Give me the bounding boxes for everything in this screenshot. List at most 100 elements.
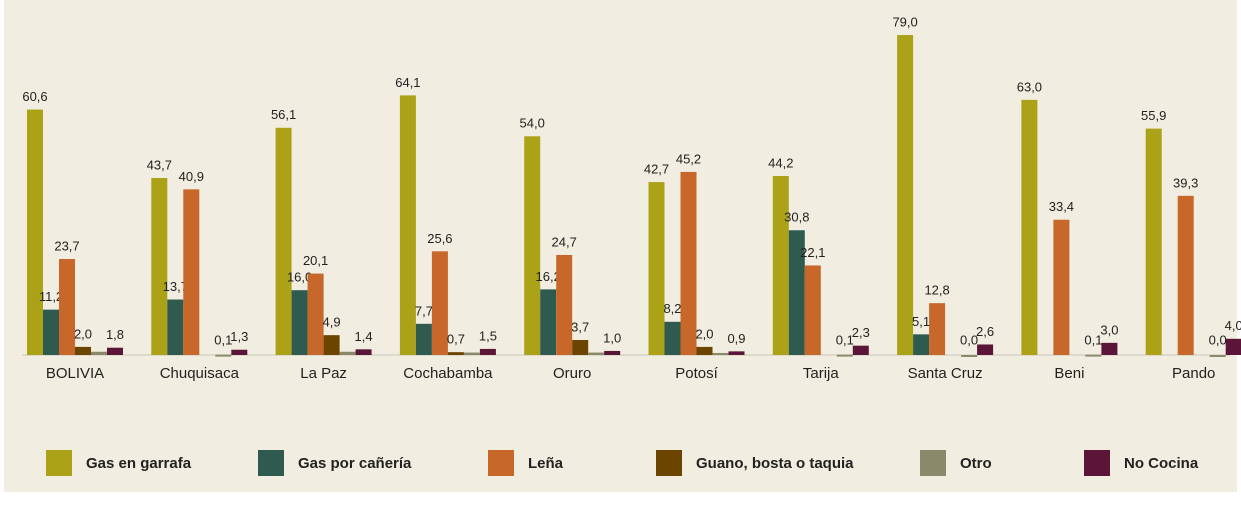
data-label: 2,0	[74, 326, 92, 341]
x-tick-label: Beni	[1054, 365, 1084, 382]
data-label: 0,1	[1084, 332, 1102, 347]
x-tick-label: Chuquisaca	[160, 365, 240, 382]
data-label: 33,4	[1049, 199, 1074, 214]
bar	[604, 350, 621, 355]
bar	[540, 289, 557, 355]
bar	[852, 345, 869, 355]
data-label: 1,4	[355, 329, 373, 344]
bar	[1225, 338, 1241, 355]
bar	[1085, 354, 1102, 357]
data-label: 2,0	[695, 326, 713, 341]
bar	[977, 344, 994, 355]
bar	[291, 290, 308, 355]
x-tick-label: Santa Cruz	[908, 365, 983, 382]
x-tick-label: Pando	[1172, 365, 1215, 382]
bar	[680, 171, 697, 355]
bar	[215, 354, 232, 357]
data-label: 0,1	[214, 332, 232, 347]
legend-swatch	[46, 450, 72, 476]
legend-label: Otro	[960, 455, 992, 472]
data-label: 43,7	[147, 157, 172, 172]
bar	[399, 95, 416, 356]
data-label: 0,0	[1209, 332, 1227, 347]
data-label: 20,1	[303, 253, 328, 268]
bar	[712, 352, 729, 355]
data-label: 13,7	[163, 279, 188, 294]
legend-label: No Cocina	[1124, 455, 1199, 472]
bar	[836, 354, 853, 357]
bar	[648, 182, 665, 355]
bar	[772, 175, 789, 355]
data-label: 40,9	[179, 169, 204, 184]
data-label: 39,3	[1173, 175, 1198, 190]
legend-swatch	[258, 450, 284, 476]
data-label: 7,7	[415, 303, 433, 318]
bar	[524, 136, 541, 355]
data-label: 1,8	[106, 327, 124, 342]
bar	[913, 334, 930, 355]
data-label: 0,1	[836, 332, 854, 347]
bar	[307, 273, 324, 355]
bar	[479, 348, 496, 355]
data-label: 2,6	[976, 324, 994, 339]
bar	[447, 352, 464, 355]
data-label: 44,2	[768, 155, 793, 170]
bar	[167, 299, 184, 355]
bar	[788, 230, 805, 355]
data-label: 16,2	[536, 269, 561, 284]
data-label: 3,7	[571, 319, 589, 334]
bar	[107, 347, 123, 355]
x-tick-label: Potosí	[675, 365, 718, 382]
bar	[1177, 195, 1194, 355]
bar	[929, 303, 946, 355]
data-label: 24,7	[552, 234, 577, 249]
bar	[897, 35, 914, 356]
data-label: 1,0	[603, 330, 621, 345]
data-label: 1,3	[230, 329, 248, 344]
bar	[75, 346, 91, 355]
data-label: 4,0	[1225, 318, 1241, 333]
bar	[415, 323, 432, 355]
data-label: 8,2	[663, 301, 681, 316]
data-label: 11,2	[39, 289, 63, 304]
data-label: 0,0	[960, 332, 978, 347]
x-tick-label: La Paz	[300, 365, 347, 382]
x-tick-label: Oruro	[553, 365, 591, 382]
x-tick-label: Cochabamba	[403, 365, 493, 382]
legend-label: Gas por cañería	[298, 455, 412, 472]
bar	[961, 355, 978, 357]
bar	[231, 349, 248, 355]
data-label: 4,9	[323, 315, 341, 330]
data-label: 22,1	[800, 245, 825, 260]
data-label: 42,7	[644, 162, 669, 177]
data-label: 0,7	[447, 332, 465, 347]
data-label: 60,6	[22, 89, 47, 104]
data-label: 2,3	[852, 325, 870, 340]
data-label: 5,1	[912, 314, 930, 329]
bar	[588, 352, 605, 355]
bar	[1053, 219, 1070, 355]
bar	[572, 340, 589, 355]
data-label: 56,1	[271, 107, 296, 122]
bar	[355, 349, 372, 355]
bar	[804, 265, 821, 355]
legend-label: Leña	[528, 455, 564, 472]
data-label: 30,8	[784, 210, 809, 225]
data-label: 0,9	[727, 331, 745, 346]
bar	[27, 109, 43, 355]
bar	[1209, 355, 1226, 357]
bar	[556, 254, 573, 355]
data-label: 1,5	[479, 328, 497, 343]
bar	[339, 351, 356, 355]
legend-swatch	[1084, 450, 1110, 476]
data-label: 63,0	[1017, 79, 1042, 94]
bar	[275, 127, 292, 355]
legend-swatch	[488, 450, 514, 476]
data-label: 54,0	[520, 116, 545, 131]
bar	[1145, 128, 1162, 355]
legend-swatch	[920, 450, 946, 476]
bar	[431, 251, 448, 355]
bar	[43, 309, 59, 355]
bar	[151, 178, 168, 355]
